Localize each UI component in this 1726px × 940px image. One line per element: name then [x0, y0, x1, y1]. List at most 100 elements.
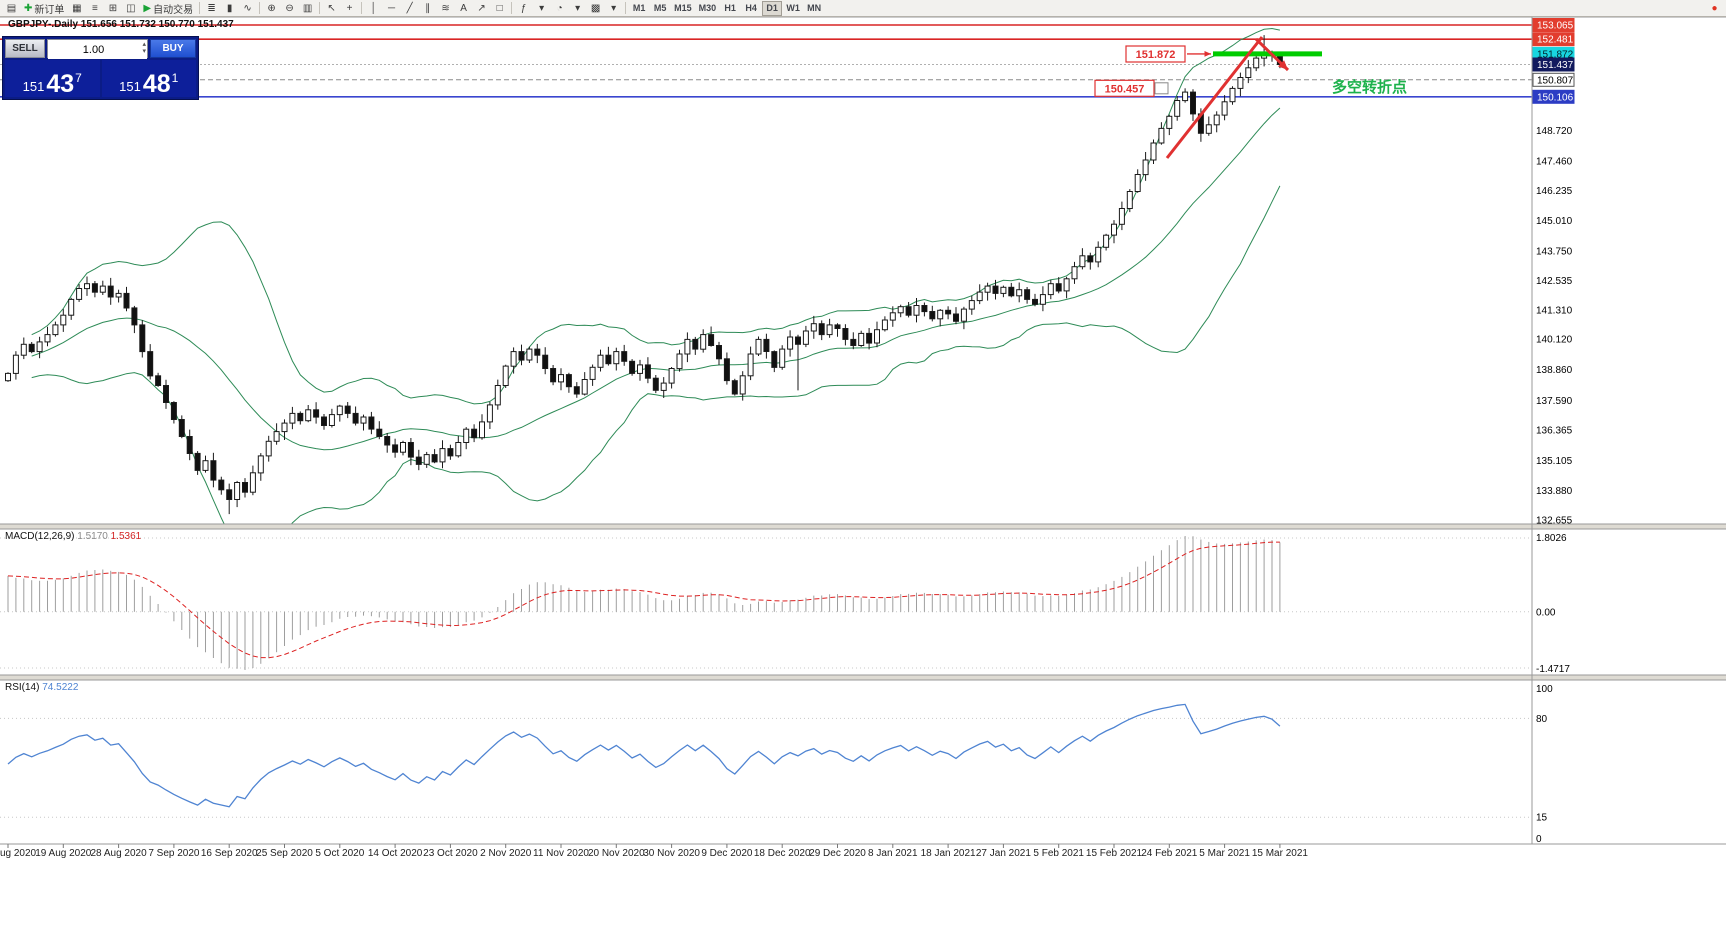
templates-dropdown-icon[interactable]: ▾ [605, 1, 622, 16]
svg-text:5 Mar 2021: 5 Mar 2021 [1199, 848, 1250, 859]
navigator-icon[interactable]: ◫ [122, 1, 139, 16]
trendline-icon[interactable]: ╱ [401, 1, 418, 16]
price-tag [1532, 72, 1575, 87]
svg-text:150.807: 150.807 [1537, 75, 1574, 86]
indicators-icon[interactable]: ƒ [515, 1, 532, 16]
turning-point-text: 多空转折点 [1332, 78, 1407, 96]
svg-text:7 Sep 2020: 7 Sep 2020 [148, 848, 200, 859]
periods-dropdown-icon[interactable]: ▾ [569, 1, 586, 16]
macd-value: 1.5170 [77, 531, 108, 542]
candles [5, 35, 1283, 515]
svg-text:8 Jan 2021: 8 Jan 2021 [868, 848, 918, 859]
candlestick-chart-icon[interactable]: ▮ [221, 1, 238, 16]
data-window-icon[interactable]: ⊞ [104, 1, 121, 16]
price-tag [1532, 57, 1575, 72]
bar-chart-icon[interactable]: ≣ [203, 1, 220, 16]
buy-button[interactable]: BUY [150, 39, 196, 58]
indicators-dropdown-icon[interactable]: ▾ [533, 1, 550, 16]
zoom-out-icon[interactable]: ⊖ [281, 1, 298, 16]
price-axis-labels[interactable]: 148.720 147.460 146.235 145.010 143.750 142.5… [1532, 18, 1575, 846]
timeframe-w1-button[interactable]: W1 [783, 1, 803, 16]
svg-text:18 Dec 2020: 18 Dec 2020 [754, 848, 811, 859]
one-click-trading-panel: SELL ▴ ▾ BUY 151 43 7 151 48 1 [2, 36, 199, 100]
svg-text:137.590: 137.590 [1536, 396, 1573, 407]
svg-text:20 Nov 2020: 20 Nov 2020 [588, 848, 645, 859]
svg-text:5 Oct 2020: 5 Oct 2020 [315, 848, 364, 859]
templates-icon[interactable]: ▩ [587, 1, 604, 16]
new-order-button[interactable]: ✚ 新订单 [21, 1, 67, 16]
rsi-value: 74.5222 [42, 682, 79, 693]
macd-signal-line [7, 541, 1280, 659]
sell-button[interactable]: SELL [5, 39, 45, 58]
panel-splitter[interactable] [0, 675, 1726, 680]
vertical-line-icon[interactable]: │ [365, 1, 382, 16]
svg-text:24 Feb 2021: 24 Feb 2021 [1141, 848, 1198, 859]
svg-text:150.106: 150.106 [1537, 92, 1574, 103]
buy-price-big: 48 [142, 69, 171, 98]
timeframe-mn-button[interactable]: MN [804, 1, 824, 16]
arrow-object-icon[interactable]: ↗ [473, 1, 490, 16]
panel-splitter[interactable] [0, 524, 1726, 529]
timeframe-m1-button[interactable]: M1 [629, 1, 649, 16]
svg-text:0: 0 [1536, 834, 1542, 845]
sell-price[interactable]: 151 43 7 [5, 60, 100, 97]
channel-icon[interactable]: ∥ [419, 1, 436, 16]
line-chart-icon[interactable]: ∿ [239, 1, 256, 16]
new-chart-icon[interactable]: ▤ [3, 1, 20, 16]
chart-annotations[interactable]: 151.872 150.457 多空转折点 [1094, 36, 1407, 159]
lot-increase-icon[interactable]: ▴ [142, 41, 146, 48]
svg-text:15 Feb 2021: 15 Feb 2021 [1086, 848, 1143, 859]
alert-icon[interactable]: ● [1706, 1, 1723, 16]
horizontal-line-icon[interactable]: ─ [383, 1, 400, 16]
svg-text:5 Feb 2021: 5 Feb 2021 [1033, 848, 1084, 859]
svg-text:146.235: 146.235 [1536, 186, 1573, 197]
timeframe-m30-button[interactable]: M30 [696, 1, 720, 16]
svg-text:151.872: 151.872 [1136, 49, 1176, 61]
timeframe-h4-button[interactable]: H4 [741, 1, 761, 16]
sell-price-big: 43 [46, 69, 75, 98]
periods-icon[interactable]: ◔ [551, 1, 568, 16]
svg-text:141.310: 141.310 [1536, 306, 1573, 317]
svg-text:80: 80 [1536, 714, 1548, 725]
macd-indicator-header: MACD(12,26,9) 1.5170 1.5361 [5, 531, 141, 542]
timeframe-d1-button[interactable]: D1 [762, 0, 783, 16]
rsi-indicator-header: RSI(14) 74.5222 [5, 682, 78, 693]
symbol-ohlc-header: GBPJPY-.Daily 151.656 151.732 150.770 15… [8, 19, 234, 30]
timeframe-m5-button[interactable]: M5 [650, 1, 670, 16]
svg-text:1.8026: 1.8026 [1536, 533, 1567, 544]
svg-text:135.105: 135.105 [1536, 456, 1573, 467]
high-marker-box [1154, 82, 1169, 95]
svg-text:151.872: 151.872 [1537, 49, 1574, 60]
buy-price[interactable]: 151 48 1 [101, 60, 196, 98]
profiles-icon[interactable]: ▦ [68, 1, 85, 16]
shapes-icon[interactable]: □ [491, 1, 508, 16]
svg-text:18 Jan 2021: 18 Jan 2021 [921, 848, 976, 859]
autotrade-button[interactable]: ▶ 自动交易 [140, 1, 196, 16]
crosshair-icon[interactable]: + [341, 1, 358, 16]
price-label-box [1094, 79, 1155, 97]
fibonacci-icon[interactable]: ≋ [437, 1, 454, 16]
svg-text:0.00: 0.00 [1536, 607, 1556, 618]
timeframe-h1-button[interactable]: H1 [720, 1, 740, 16]
cursor-icon[interactable]: ↖ [323, 1, 340, 16]
rsi-label: RSI(14) [5, 682, 40, 693]
svg-text:151.437: 151.437 [1537, 60, 1574, 71]
lot-size-input[interactable] [48, 41, 147, 59]
toolbar-separator [361, 2, 363, 14]
market-watch-icon[interactable]: ≡ [86, 1, 103, 16]
svg-text:100: 100 [1536, 684, 1553, 695]
text-label-icon[interactable]: A [455, 1, 472, 16]
trend-up-line [1165, 36, 1264, 159]
lot-size-field: ▴ ▾ [47, 39, 148, 59]
svg-text:2 Nov 2020: 2 Nov 2020 [480, 848, 532, 859]
timeframe-m15-button[interactable]: M15 [671, 1, 695, 16]
toolbar-separator [511, 2, 513, 14]
zoom-in-icon[interactable]: ⊕ [263, 1, 280, 16]
sell-price-prefix: 151 [22, 78, 45, 94]
lot-decrease-icon[interactable]: ▾ [142, 48, 146, 55]
tile-windows-icon[interactable]: ▥ [299, 1, 316, 16]
price-tag [1532, 18, 1575, 32]
